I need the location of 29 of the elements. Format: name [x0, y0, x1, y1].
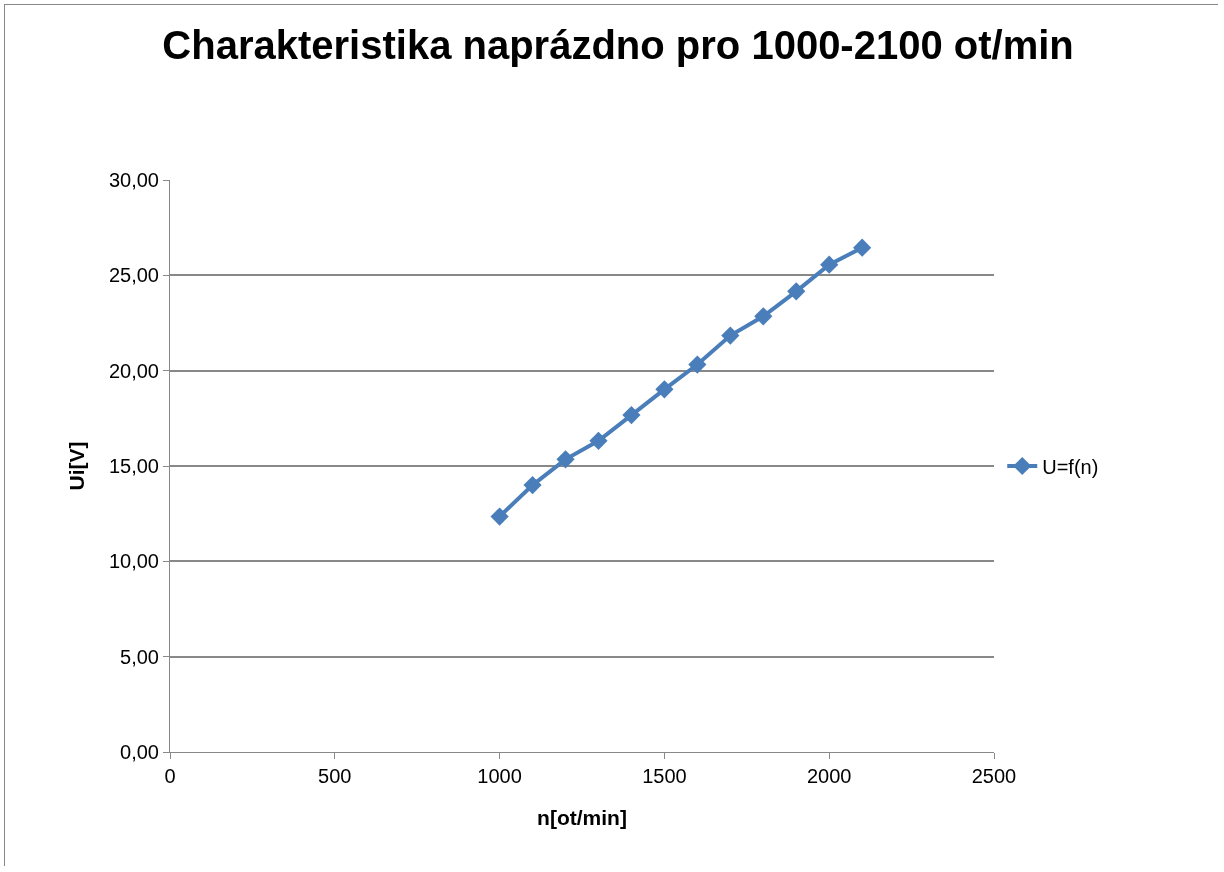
x-tick-label: 500: [318, 765, 352, 787]
x-axis-title: n[ot/min]: [537, 806, 627, 829]
point: [490, 507, 509, 526]
y-tick-label: 10,00: [108, 550, 159, 573]
chart-title: Charakteristika naprázdno pro 1000-2100 ot/min: [162, 22, 1074, 67]
point: [556, 450, 575, 469]
y-tick-label: 20,00: [108, 359, 159, 382]
y-tick-label: 30,00: [108, 169, 159, 191]
point: [721, 326, 740, 345]
point: [820, 255, 839, 274]
point: [754, 307, 773, 326]
y-tick-label: 0,00: [120, 741, 159, 763]
point: [655, 380, 674, 399]
y-axis-title: Ui[V]: [65, 441, 89, 491]
point: [853, 238, 872, 257]
y-tick-label: 5,00: [120, 645, 159, 668]
point: [622, 405, 641, 425]
legend-label: U=f(n): [1042, 455, 1099, 478]
y-tick-label: 25,00: [108, 264, 159, 287]
y-tick-label: 15,00: [108, 455, 159, 477]
point: [523, 475, 542, 495]
point: [688, 355, 707, 374]
x-tick-label: 2500: [971, 765, 1017, 787]
x-tick-label: 1500: [642, 765, 687, 787]
x-tick-label: 2000: [806, 765, 852, 787]
x-tick-label: 0: [164, 765, 176, 787]
point: [589, 431, 608, 450]
point: [787, 282, 806, 301]
x-tick-label: 1000: [477, 765, 522, 787]
